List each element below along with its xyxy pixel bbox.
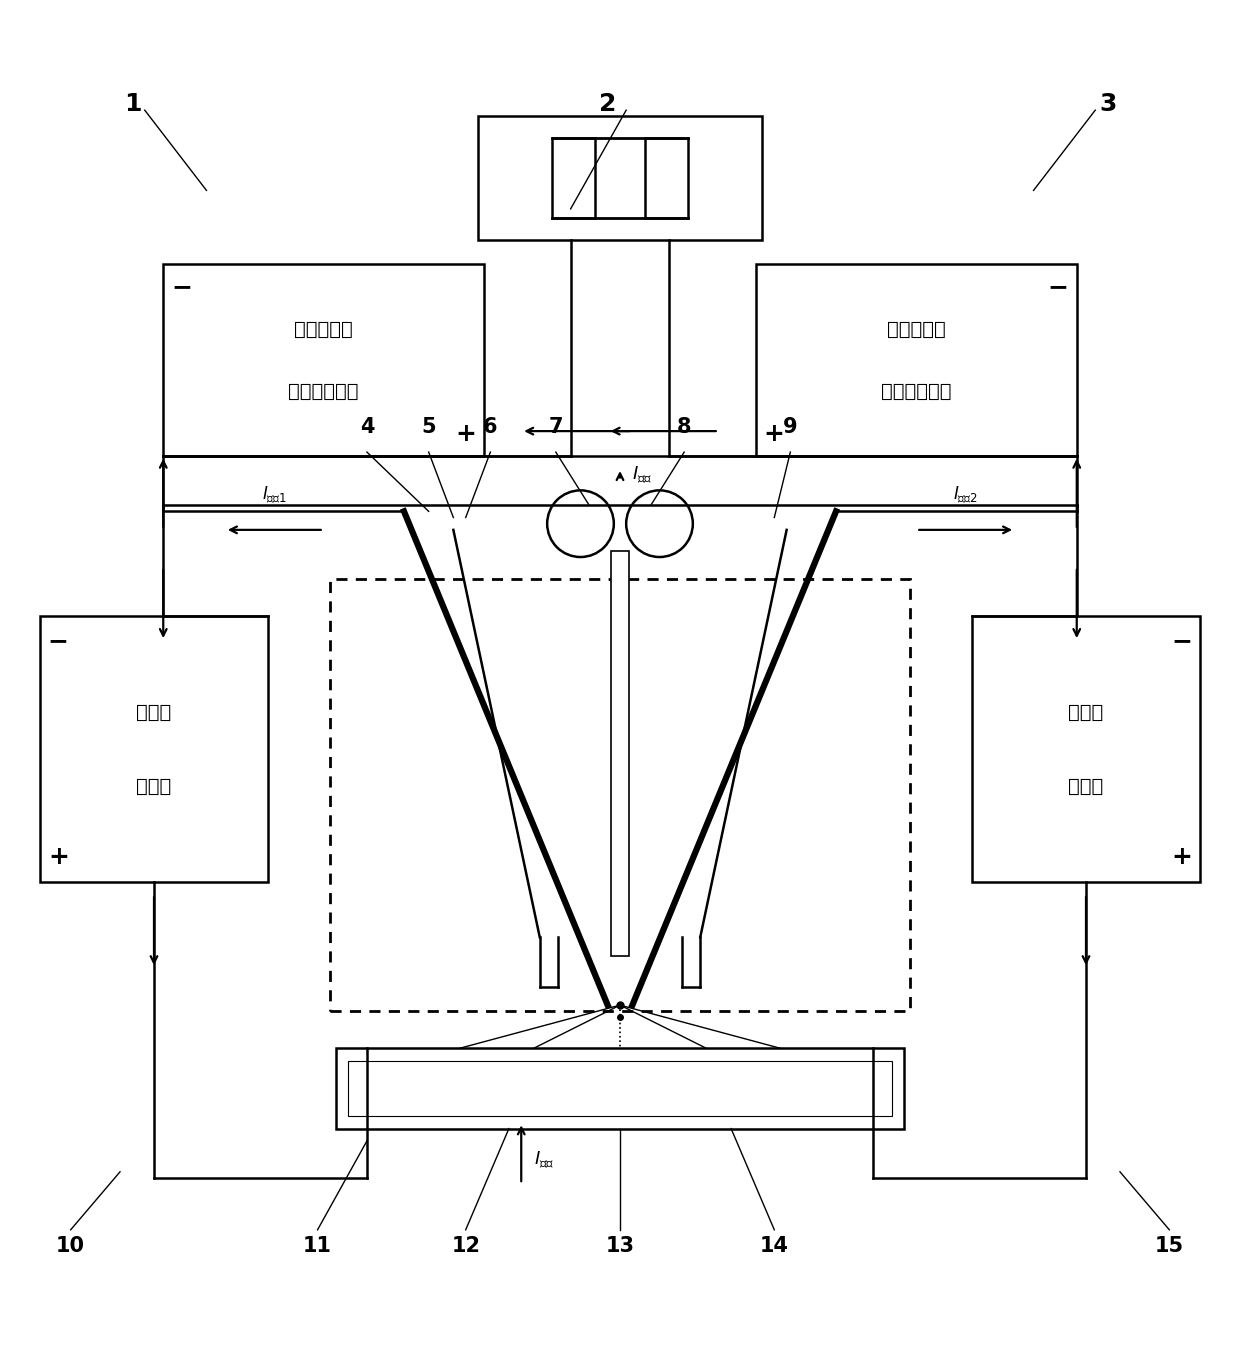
Text: 12: 12 — [451, 1235, 480, 1256]
Bar — [645, 138, 688, 218]
Text: 8: 8 — [677, 418, 692, 437]
Text: +: + — [48, 845, 68, 869]
Bar — [330, 579, 910, 1012]
Bar — [348, 1060, 892, 1116]
Text: 14: 14 — [760, 1235, 789, 1256]
Text: 旁路热丝电源: 旁路热丝电源 — [880, 381, 951, 400]
Bar — [164, 264, 484, 456]
Text: 旁路热丝电源: 旁路热丝电源 — [289, 381, 360, 400]
Text: −: − — [171, 275, 192, 298]
Text: 接电源: 接电源 — [1069, 777, 1104, 796]
Text: +: + — [1172, 845, 1192, 869]
Text: 10: 10 — [56, 1235, 86, 1256]
Text: 4: 4 — [360, 418, 374, 437]
Text: 接电源: 接电源 — [136, 777, 171, 796]
Bar — [972, 616, 1200, 881]
Text: 超音频脉冲: 超音频脉冲 — [294, 320, 353, 339]
Text: $I_{母材}$: $I_{母材}$ — [533, 1149, 554, 1170]
Bar — [552, 138, 595, 218]
Bar — [756, 264, 1076, 456]
Text: +: + — [455, 422, 476, 446]
Bar — [336, 1048, 904, 1128]
Text: $I_{主路2}$: $I_{主路2}$ — [954, 484, 978, 506]
Text: −: − — [1048, 275, 1069, 298]
Text: $I_{主路1}$: $I_{主路1}$ — [262, 484, 286, 506]
Text: 11: 11 — [303, 1235, 332, 1256]
Text: 主路焺: 主路焺 — [1069, 702, 1104, 721]
Text: 9: 9 — [782, 418, 797, 437]
Bar — [611, 551, 629, 956]
Text: +: + — [764, 422, 785, 446]
Text: 6: 6 — [484, 418, 497, 437]
Text: 主路焺: 主路焺 — [136, 702, 171, 721]
Text: 5: 5 — [422, 418, 436, 437]
Text: −: − — [1171, 629, 1192, 654]
Circle shape — [626, 491, 693, 557]
Text: $I_{旁路}$: $I_{旁路}$ — [632, 464, 652, 484]
Text: 13: 13 — [605, 1235, 635, 1256]
Bar — [40, 616, 268, 881]
Text: 超音频脉冲: 超音频脉冲 — [887, 320, 946, 339]
Text: 2: 2 — [599, 92, 616, 117]
Circle shape — [547, 491, 614, 557]
Text: 1: 1 — [124, 92, 141, 117]
Text: 3: 3 — [1099, 92, 1116, 117]
Text: 15: 15 — [1154, 1235, 1184, 1256]
Text: 7: 7 — [548, 418, 563, 437]
Bar — [479, 117, 761, 240]
Text: −: − — [48, 629, 69, 654]
